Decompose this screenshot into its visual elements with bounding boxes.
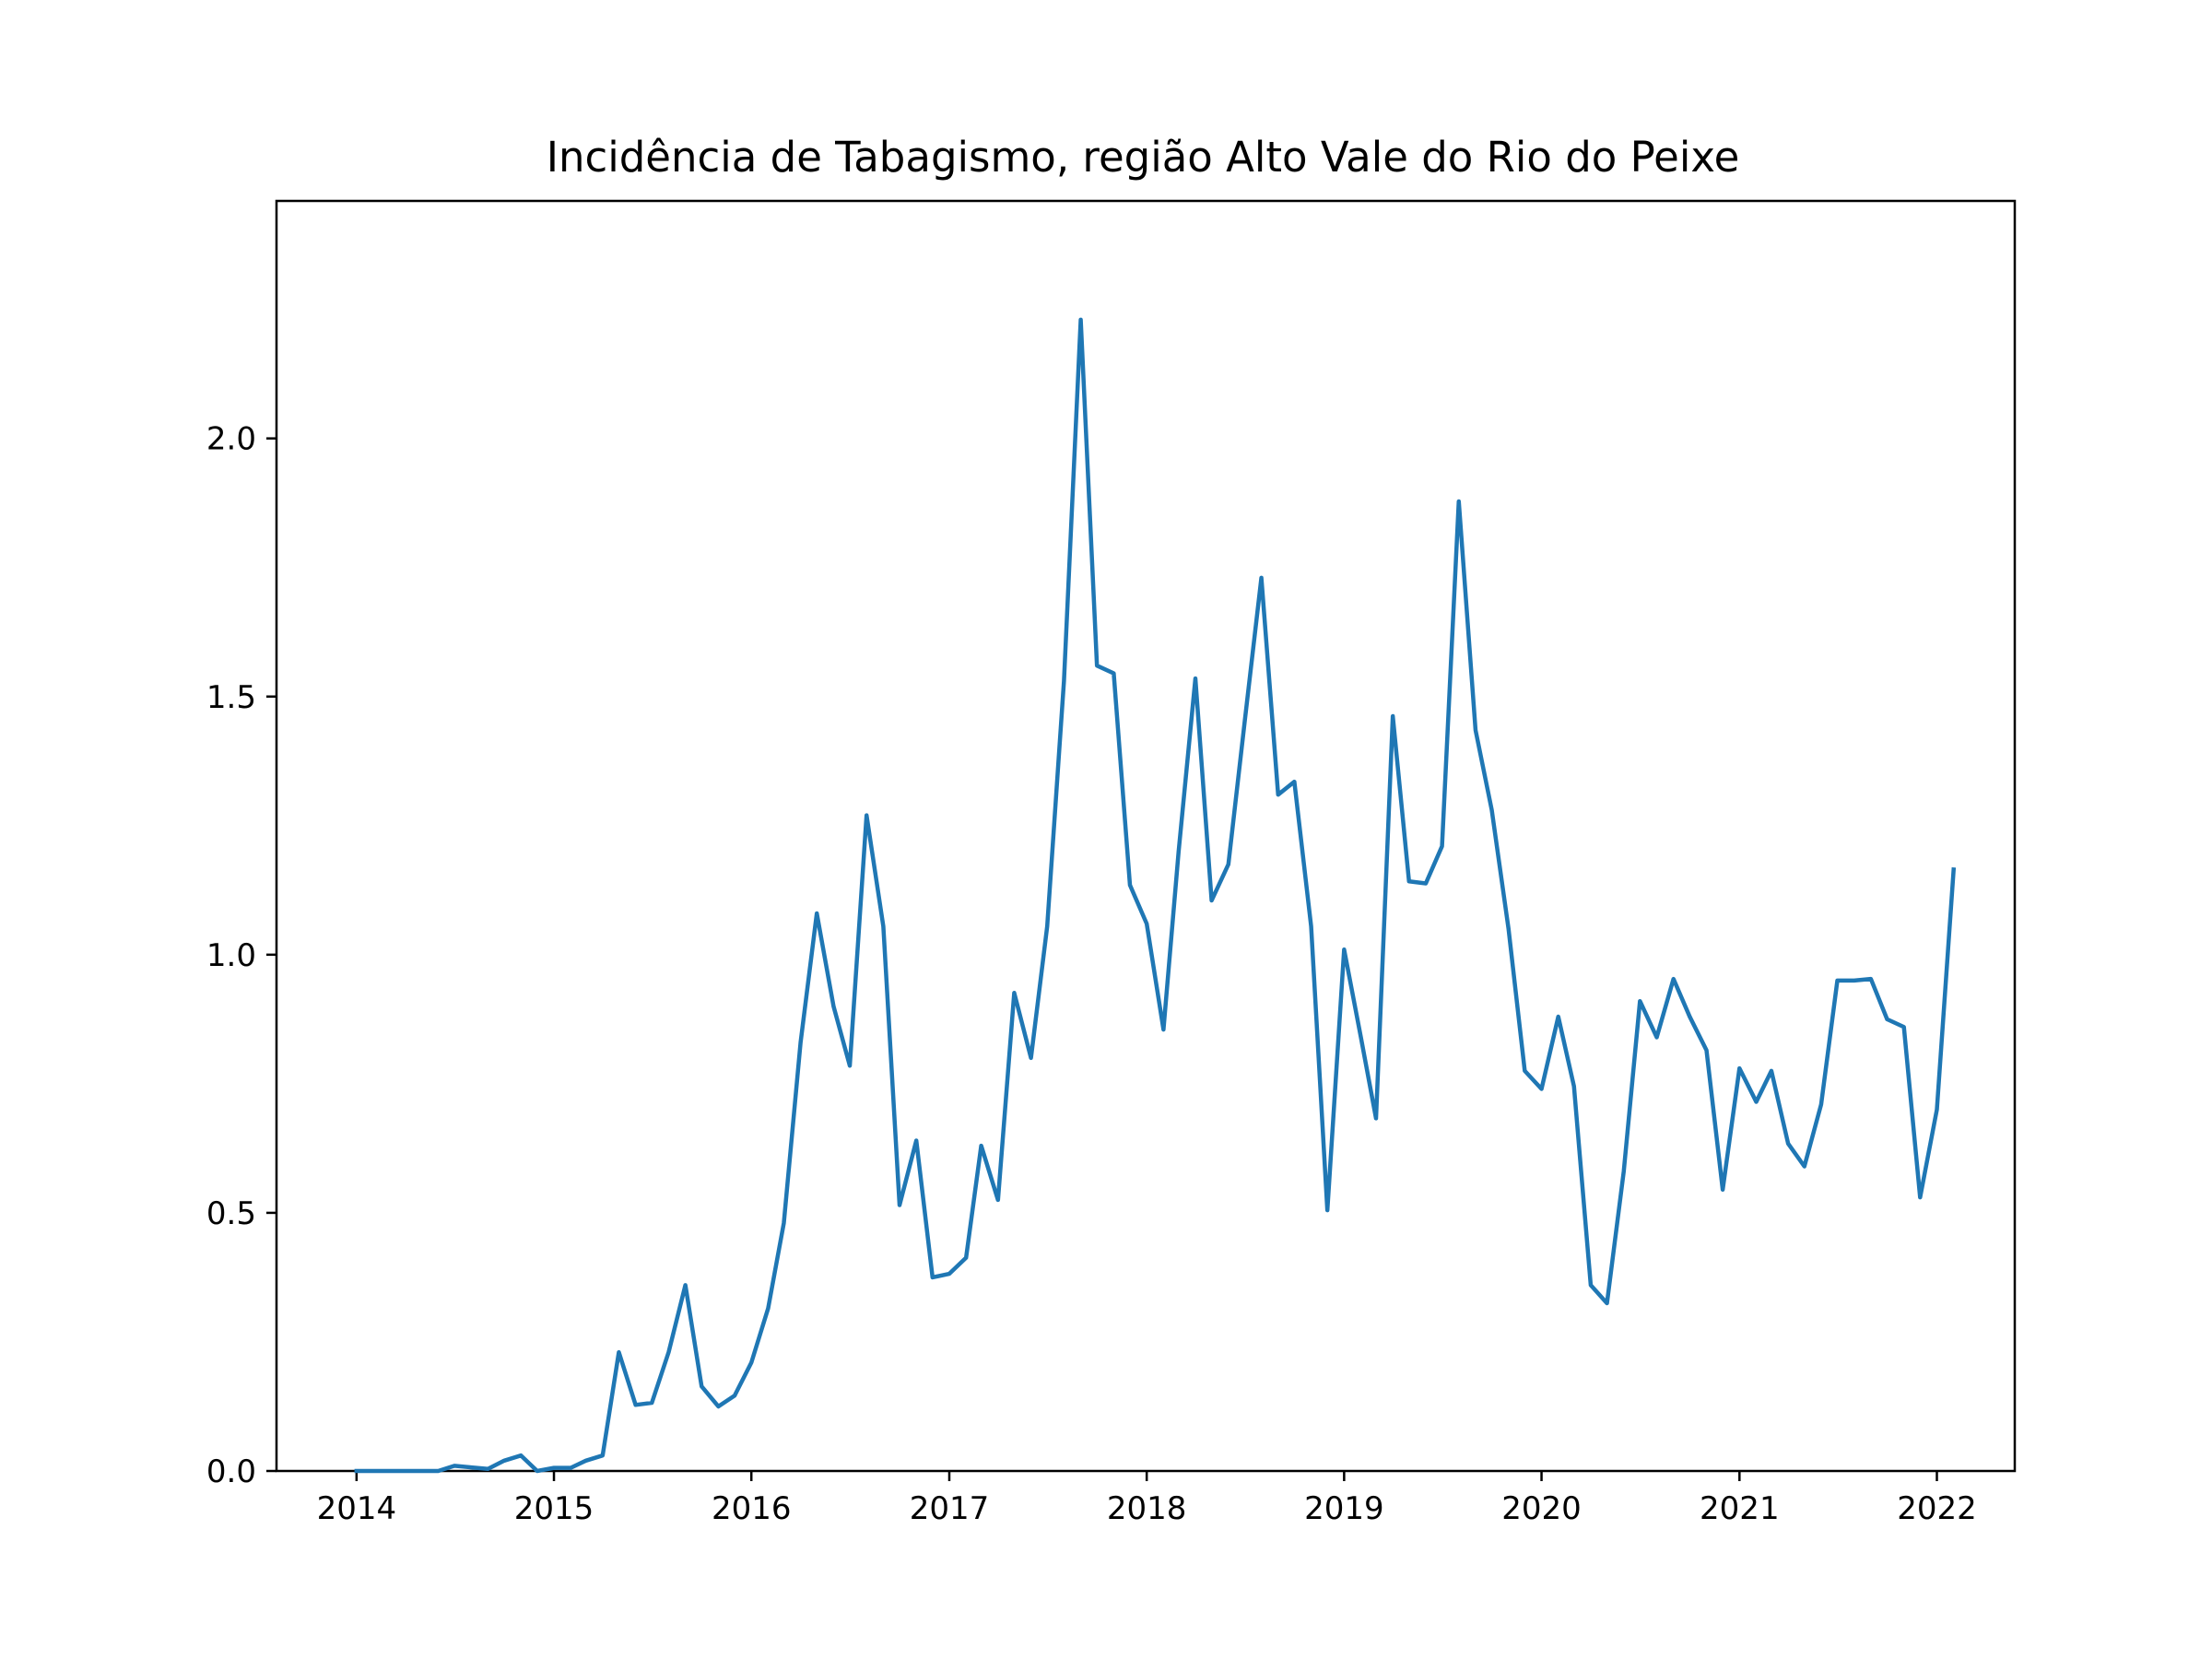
x-tick-label: 2017: [910, 1490, 990, 1527]
y-tick-label: 1.5: [206, 679, 256, 716]
x-tick-label: 2015: [514, 1490, 594, 1527]
x-tick-label: 2014: [317, 1490, 397, 1527]
series-layer: [354, 317, 1957, 1474]
plot-area: 2014 2015 2016 2017 2018 2019 2020 2021 2022 0.0…: [206, 199, 2017, 1527]
x-tick-label: 2022: [1897, 1490, 1977, 1527]
y-tick-label: 0.0: [206, 1453, 256, 1490]
y-tick-label: 2.0: [206, 421, 256, 458]
chart-title: Incidência de Tabagismo, região Alto Val…: [547, 133, 1740, 182]
x-axis: 2014 2015 2016 2017 2018 2019 2020 2021 2022: [317, 1471, 1977, 1527]
y-axis: 0.0 0.5 1.0 1.5 2.0: [206, 421, 276, 1490]
x-tick-label: 2016: [712, 1490, 792, 1527]
x-tick-label: 2021: [1700, 1490, 1780, 1527]
x-tick-label: 2018: [1107, 1490, 1187, 1527]
series-line-0: [354, 317, 1957, 1474]
y-tick-label: 1.0: [206, 937, 256, 974]
y-tick-label: 0.5: [206, 1195, 256, 1232]
x-tick-label: 2020: [1501, 1490, 1582, 1527]
x-tick-label: 2019: [1304, 1490, 1384, 1527]
